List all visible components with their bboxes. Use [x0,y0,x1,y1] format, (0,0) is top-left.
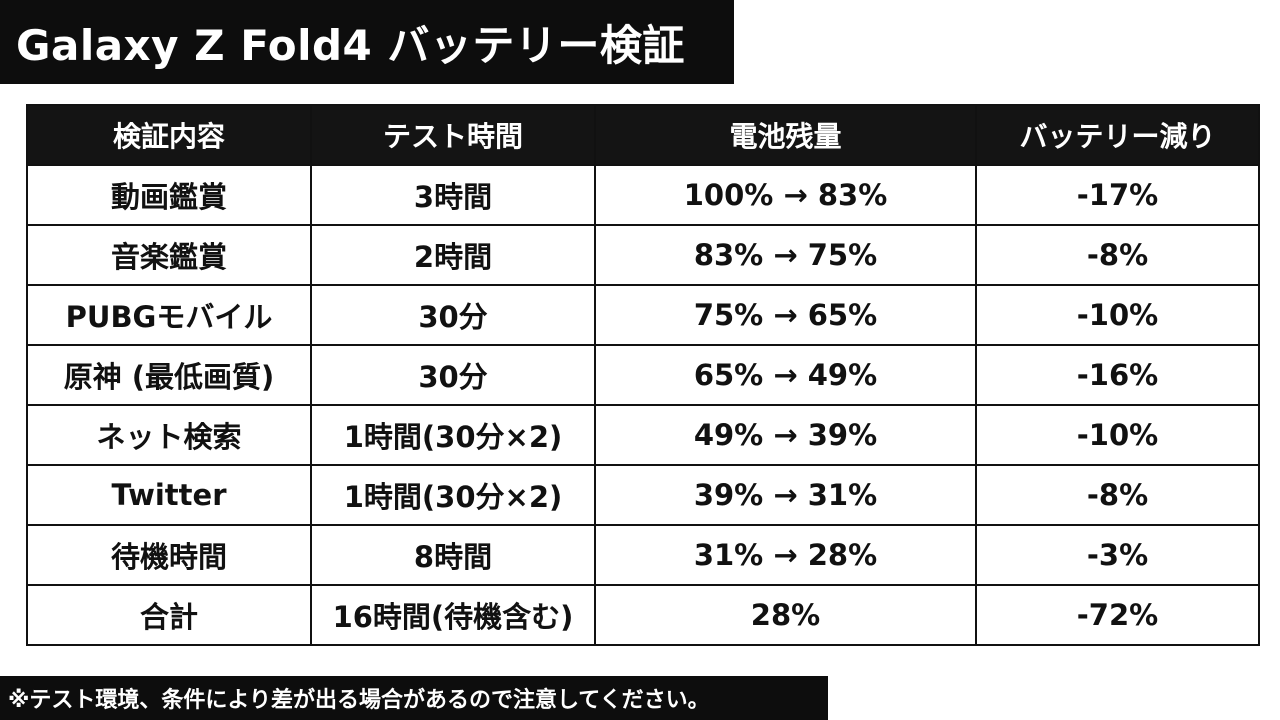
table-row-total: 合計 16時間(待機含む) 28% -72% [26,584,1260,646]
cell-test-time: 16時間(待機含む) [310,584,596,646]
cell-test-content: 音楽鑑賞 [26,224,312,286]
cell-battery-level: 28% [594,584,977,646]
cell-battery-drain: -8% [975,224,1260,286]
header-row: 検証内容 テスト時間 電池残量 バッテリー減り [26,104,1260,166]
cell-battery-level: 65% → 49% [594,344,977,406]
cell-test-content: 待機時間 [26,524,312,586]
cell-test-content: 動画鑑賞 [26,164,312,226]
header-battery-level: 電池残量 [594,104,977,166]
cell-test-content: Twitter [26,464,312,526]
cell-battery-drain: -10% [975,404,1260,466]
table-row: 動画鑑賞 3時間 100% → 83% -17% [26,164,1260,226]
table-header: 検証内容 テスト時間 電池残量 バッテリー減り [26,104,1260,166]
cell-battery-level: 39% → 31% [594,464,977,526]
cell-battery-drain: -16% [975,344,1260,406]
cell-battery-level: 49% → 39% [594,404,977,466]
table-row: 待機時間 8時間 31% → 28% -3% [26,524,1260,586]
battery-test-table: 検証内容 テスト時間 電池残量 バッテリー減り 動画鑑賞 3時間 100% → … [26,104,1260,646]
cell-test-content: 合計 [26,584,312,646]
cell-test-time: 30分 [310,344,596,406]
cell-test-time: 8時間 [310,524,596,586]
cell-battery-drain: -10% [975,284,1260,346]
table-row: 原神 (最低画質) 30分 65% → 49% -16% [26,344,1260,406]
header-test-content: 検証内容 [26,104,312,166]
cell-test-content: PUBGモバイル [26,284,312,346]
cell-battery-level: 100% → 83% [594,164,977,226]
table-row: PUBGモバイル 30分 75% → 65% -10% [26,284,1260,346]
table-row: ネット検索 1時間(30分×2) 49% → 39% -10% [26,404,1260,466]
cell-battery-drain: -3% [975,524,1260,586]
cell-test-time: 1時間(30分×2) [310,404,596,466]
table-row: Twitter 1時間(30分×2) 39% → 31% -8% [26,464,1260,526]
footer-note: ※テスト環境、条件により差が出る場合があるので注意してください。 [0,676,828,720]
cell-battery-drain: -72% [975,584,1260,646]
cell-battery-level: 31% → 28% [594,524,977,586]
table-body: 動画鑑賞 3時間 100% → 83% -17% 音楽鑑賞 2時間 83% → … [26,164,1260,646]
cell-test-time: 1時間(30分×2) [310,464,596,526]
cell-test-content: ネット検索 [26,404,312,466]
page-title: Galaxy Z Fold4 バッテリー検証 [0,0,734,84]
header-battery-drain: バッテリー減り [975,104,1260,166]
cell-battery-drain: -17% [975,164,1260,226]
cell-test-time: 2時間 [310,224,596,286]
cell-battery-drain: -8% [975,464,1260,526]
cell-test-time: 3時間 [310,164,596,226]
table-row: 音楽鑑賞 2時間 83% → 75% -8% [26,224,1260,286]
cell-test-content: 原神 (最低画質) [26,344,312,406]
cell-test-time: 30分 [310,284,596,346]
cell-battery-level: 83% → 75% [594,224,977,286]
cell-battery-level: 75% → 65% [594,284,977,346]
header-test-time: テスト時間 [310,104,596,166]
